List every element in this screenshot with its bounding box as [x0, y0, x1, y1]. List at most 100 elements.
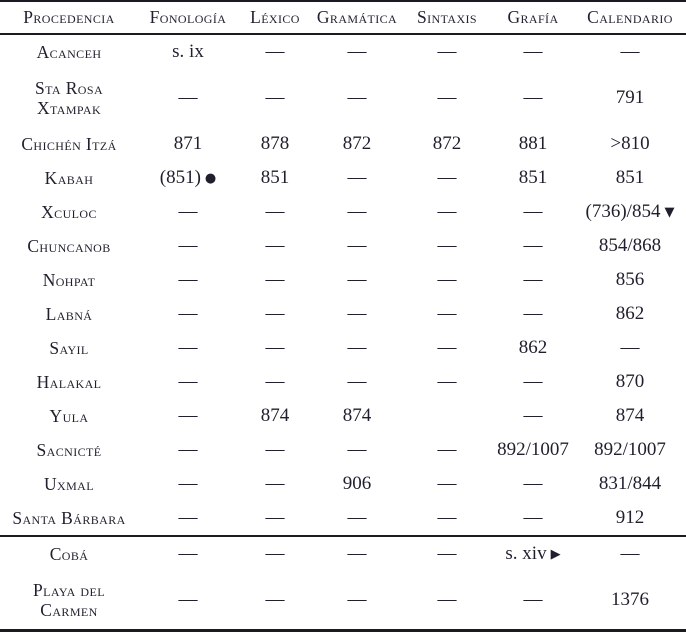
value-cell: — [437, 167, 457, 189]
table-row: Xculoc — — — — — (736)/854 ▼ [0, 195, 686, 229]
value-cell: — [265, 235, 285, 257]
site-name: Sacnicté [36, 439, 102, 460]
value-cell: (851) ● [138, 167, 238, 189]
value-cell: — [178, 235, 198, 257]
value-cell: 872 [432, 133, 462, 155]
value-cell: — [620, 41, 640, 63]
value-cell: 851 [260, 167, 290, 189]
value-cell: — [437, 337, 457, 359]
value-cell: — [437, 235, 457, 257]
value-cell: — [265, 439, 285, 461]
value-cell: — [347, 269, 367, 291]
site-name: Halakal [36, 371, 102, 392]
header-fonologia: Fonología [149, 7, 227, 28]
value-cell: 831/844 [598, 473, 662, 495]
site-name: Acanceh [36, 41, 102, 62]
value-cell: — [347, 167, 367, 189]
value-cell: — [523, 405, 543, 427]
value-cell: — [437, 269, 457, 291]
value-cell: 791 [615, 87, 645, 109]
value-cell: 881 [518, 133, 548, 155]
table-row: Sayil — — — — 862 — [0, 331, 686, 365]
site-name: Chichén Itzá [21, 133, 117, 154]
header-procedencia: Procedencia [23, 7, 115, 28]
value-cell: — [265, 507, 285, 529]
header-gramatica: Gramática [316, 7, 398, 28]
value-cell: 906 [342, 473, 372, 495]
value-cell: — [347, 371, 367, 393]
triangle-down-icon: ▼ [664, 205, 675, 221]
value-cell: (736)/854 ▼ [574, 201, 686, 223]
value-cell: — [347, 507, 367, 529]
value-cell: — [437, 41, 457, 63]
value-cell: — [265, 201, 285, 223]
value-cell: 856 [615, 269, 645, 291]
value-cell: — [347, 235, 367, 257]
value-cell: — [523, 303, 543, 325]
value-cell: — [523, 235, 543, 257]
value-cell: — [178, 543, 198, 565]
value-cell: 854/868 [598, 235, 662, 257]
table-row: Yula — 874 874 — 874 [0, 399, 686, 433]
value-cell: — [178, 303, 198, 325]
value-cell: — [265, 303, 285, 325]
value-cell: — [347, 201, 367, 223]
value-cell: 874 [260, 405, 290, 427]
value-cell: — [437, 371, 457, 393]
value-cell: — [265, 87, 285, 109]
value-cell: — [437, 589, 457, 611]
value-cell: — [178, 405, 198, 427]
value-cell: — [178, 473, 198, 495]
value-cell: — [437, 507, 457, 529]
value-cell: 874 [615, 405, 645, 427]
value-cell: — [178, 87, 198, 109]
table-row: Acanceh s. ix — — — — — [0, 35, 686, 69]
value-cell: s. ix [172, 41, 204, 63]
value-cell: 874 [342, 405, 372, 427]
value-cell: — [347, 41, 367, 63]
value-cell: — [178, 201, 198, 223]
value-cell: — [523, 269, 543, 291]
value-cell: 878 [260, 133, 290, 155]
value-cell: 872 [342, 133, 372, 155]
site-name: Sta Rosa Xtampak [34, 77, 104, 118]
table-row: Uxmal — — 906 — — 831/844 [0, 467, 686, 501]
value-cell: — [178, 507, 198, 529]
header-grafia: Grafía [507, 7, 559, 28]
value-cell: 851 [615, 167, 645, 189]
value-cell: >810 [610, 133, 650, 155]
site-name: Yula [49, 405, 89, 426]
header-lexico: Léxico [250, 7, 300, 28]
value-cell: — [265, 371, 285, 393]
site-name: Labná [45, 303, 93, 324]
value-text: s. xiv [505, 543, 547, 565]
site-name: Playa del Carmen [33, 579, 105, 620]
value-text: (851) [159, 167, 201, 189]
value-cell: — [347, 589, 367, 611]
value-cell: — [347, 87, 367, 109]
table-row: Playa del Carmen — — — — — 1376 [0, 571, 686, 629]
value-cell: — [437, 303, 457, 325]
value-cell: — [437, 201, 457, 223]
value-cell: — [265, 41, 285, 63]
value-cell: — [437, 87, 457, 109]
value-cell: — [265, 269, 285, 291]
value-cell: — [347, 543, 367, 565]
value-cell: 912 [615, 507, 645, 529]
table-row: Sta Rosa Xtampak — — — — — 791 [0, 69, 686, 127]
table-row: Halakal — — — — — 870 [0, 365, 686, 399]
value-cell: — [523, 87, 543, 109]
table-row: Chuncanob — — — — — 854/868 [0, 229, 686, 263]
value-cell: 862 [615, 303, 645, 325]
table-body: Acanceh s. ix — — — — — Sta Rosa Xtampak — — — — — 791… [0, 35, 686, 629]
value-cell: s. xiv ▶ [492, 543, 574, 565]
value-cell: 870 [615, 371, 645, 393]
value-cell: 892/1007 [497, 439, 569, 461]
header-calendario: Calendario [587, 7, 673, 28]
value-cell: — [178, 589, 198, 611]
site-name: Cobá [49, 543, 89, 564]
value-cell: — [347, 439, 367, 461]
value-cell: — [523, 41, 543, 63]
value-cell: — [523, 473, 543, 495]
